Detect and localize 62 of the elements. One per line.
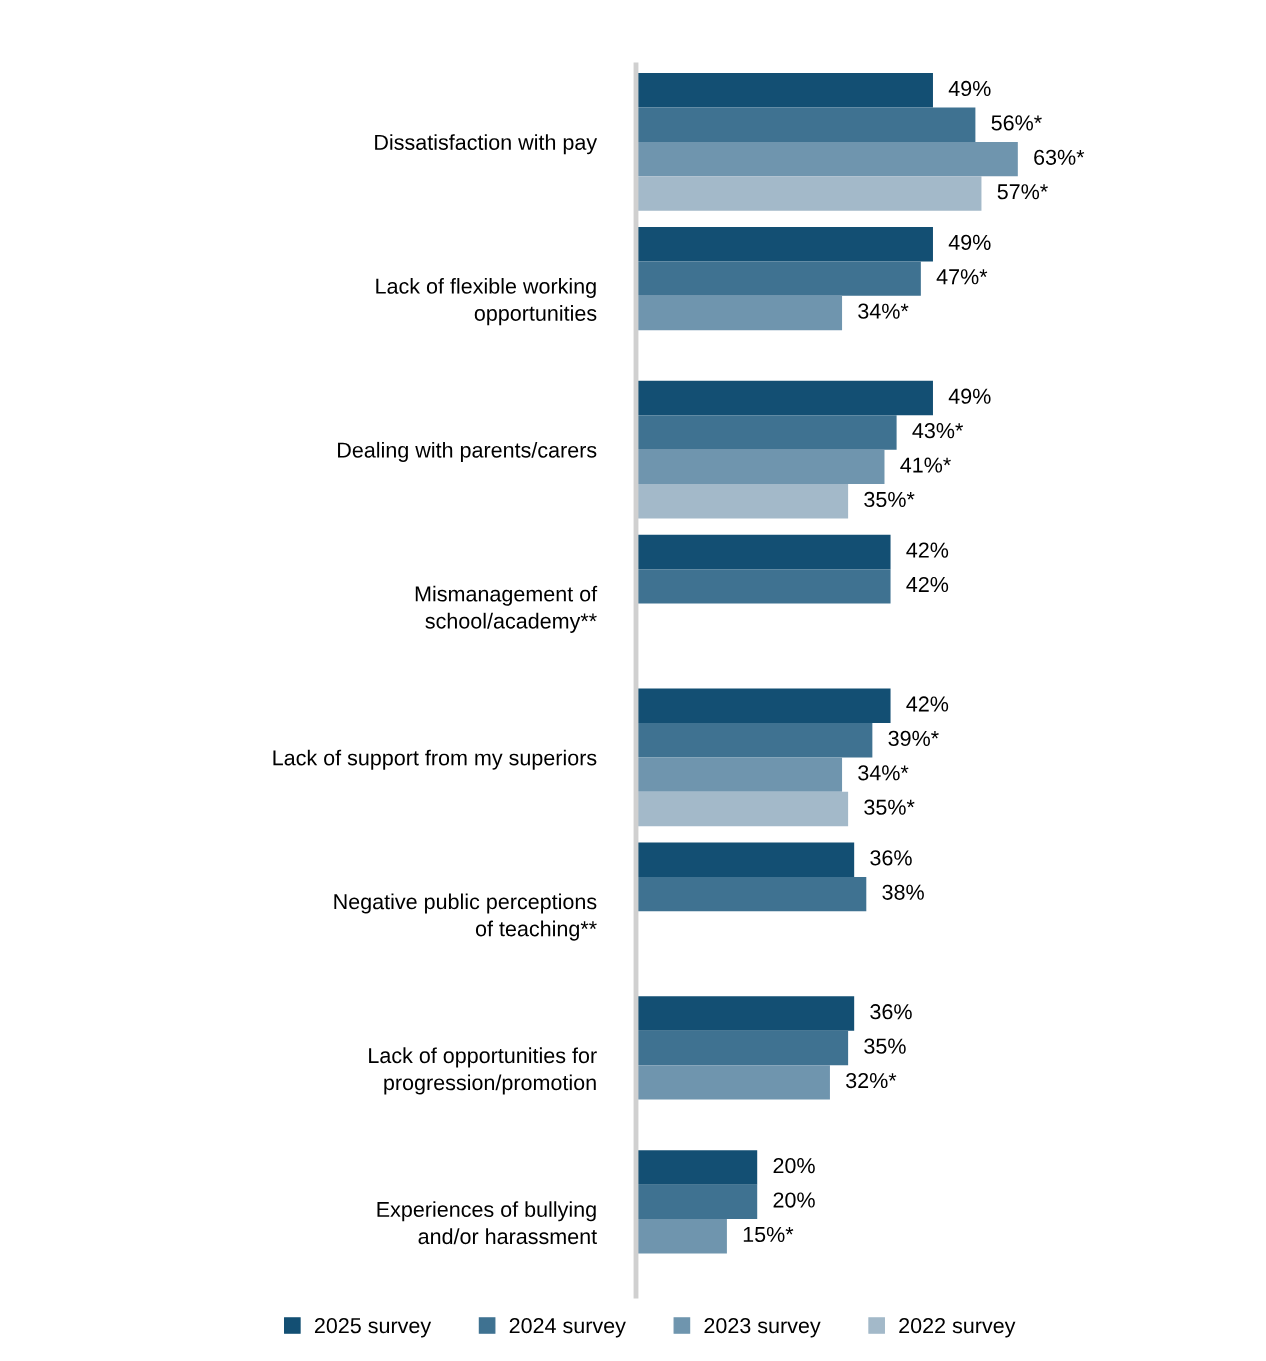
bar (636, 757, 843, 792)
bar (636, 1184, 758, 1220)
bar (636, 534, 891, 570)
bar (636, 176, 982, 211)
data-label: 47%* (936, 269, 988, 285)
data-label: 36% (870, 850, 912, 866)
data-label: 56%* (991, 115, 1042, 131)
bar (636, 227, 933, 262)
data-label: 39%* (888, 730, 939, 747)
bar (636, 380, 933, 416)
bar (636, 791, 849, 827)
data-label: 42% (906, 542, 949, 558)
legend-label: 2022 survey (899, 1318, 1016, 1338)
data-label: 20% (773, 1192, 815, 1208)
bar (636, 688, 891, 724)
bar (636, 449, 885, 485)
y-tick-label: Dissatisfaction with pay (375, 134, 598, 155)
data-label: 34%* (858, 765, 909, 781)
data-label: 43%* (912, 423, 964, 439)
data-label: 49% (948, 80, 991, 97)
bar (636, 569, 891, 604)
bar (636, 1219, 727, 1254)
bar (636, 295, 843, 331)
bar (636, 107, 976, 142)
data-label: 57%* (997, 184, 1048, 200)
bar (636, 842, 855, 877)
data-label: 15%* (743, 1226, 794, 1243)
y-tick-label: Lack of flexible working opportunities (376, 277, 597, 326)
bar (636, 484, 849, 519)
data-label: 42% (906, 696, 949, 712)
data-label: 36% (870, 1004, 912, 1020)
y-tick-label: Dealing with parents/carers (338, 441, 597, 462)
data-label: 49% (948, 234, 991, 250)
data-label: 34%* (858, 303, 909, 319)
y-tick-label: Experiences of bullying and/or harassment (377, 1201, 597, 1245)
data-label: 49% (948, 388, 991, 404)
bar (636, 996, 855, 1031)
bar (636, 261, 921, 296)
data-label: 42% (906, 576, 949, 593)
y-tick-label: Negative public perceptions of teaching** (334, 893, 597, 941)
bar (636, 1065, 830, 1100)
data-label: 35%* (864, 799, 915, 815)
bar (636, 73, 933, 108)
y-tick-label: Mismanagement of school/academy** (415, 585, 598, 633)
bar (636, 876, 867, 912)
y-tick-label: Lack of support from my superiors (273, 749, 597, 770)
bar (636, 723, 873, 758)
data-label: 41%* (900, 457, 951, 473)
legend-label: 2024 survey (509, 1318, 626, 1338)
bar (636, 141, 1018, 177)
data-label: 20% (773, 1157, 815, 1174)
data-label: 35%* (864, 491, 915, 508)
bar (636, 1030, 849, 1066)
y-tick-label: Lack of opportunities for progression/promotion (369, 1047, 597, 1095)
bar (636, 1150, 758, 1185)
legend-label: 2025 survey (314, 1318, 432, 1338)
legend-label: 2023 survey (704, 1318, 821, 1338)
bar (636, 415, 897, 450)
data-label: 32%* (846, 1072, 897, 1089)
data-label: 38% (882, 884, 924, 900)
data-label: 35% (864, 1038, 906, 1054)
data-label: 63%* (1034, 149, 1085, 165)
